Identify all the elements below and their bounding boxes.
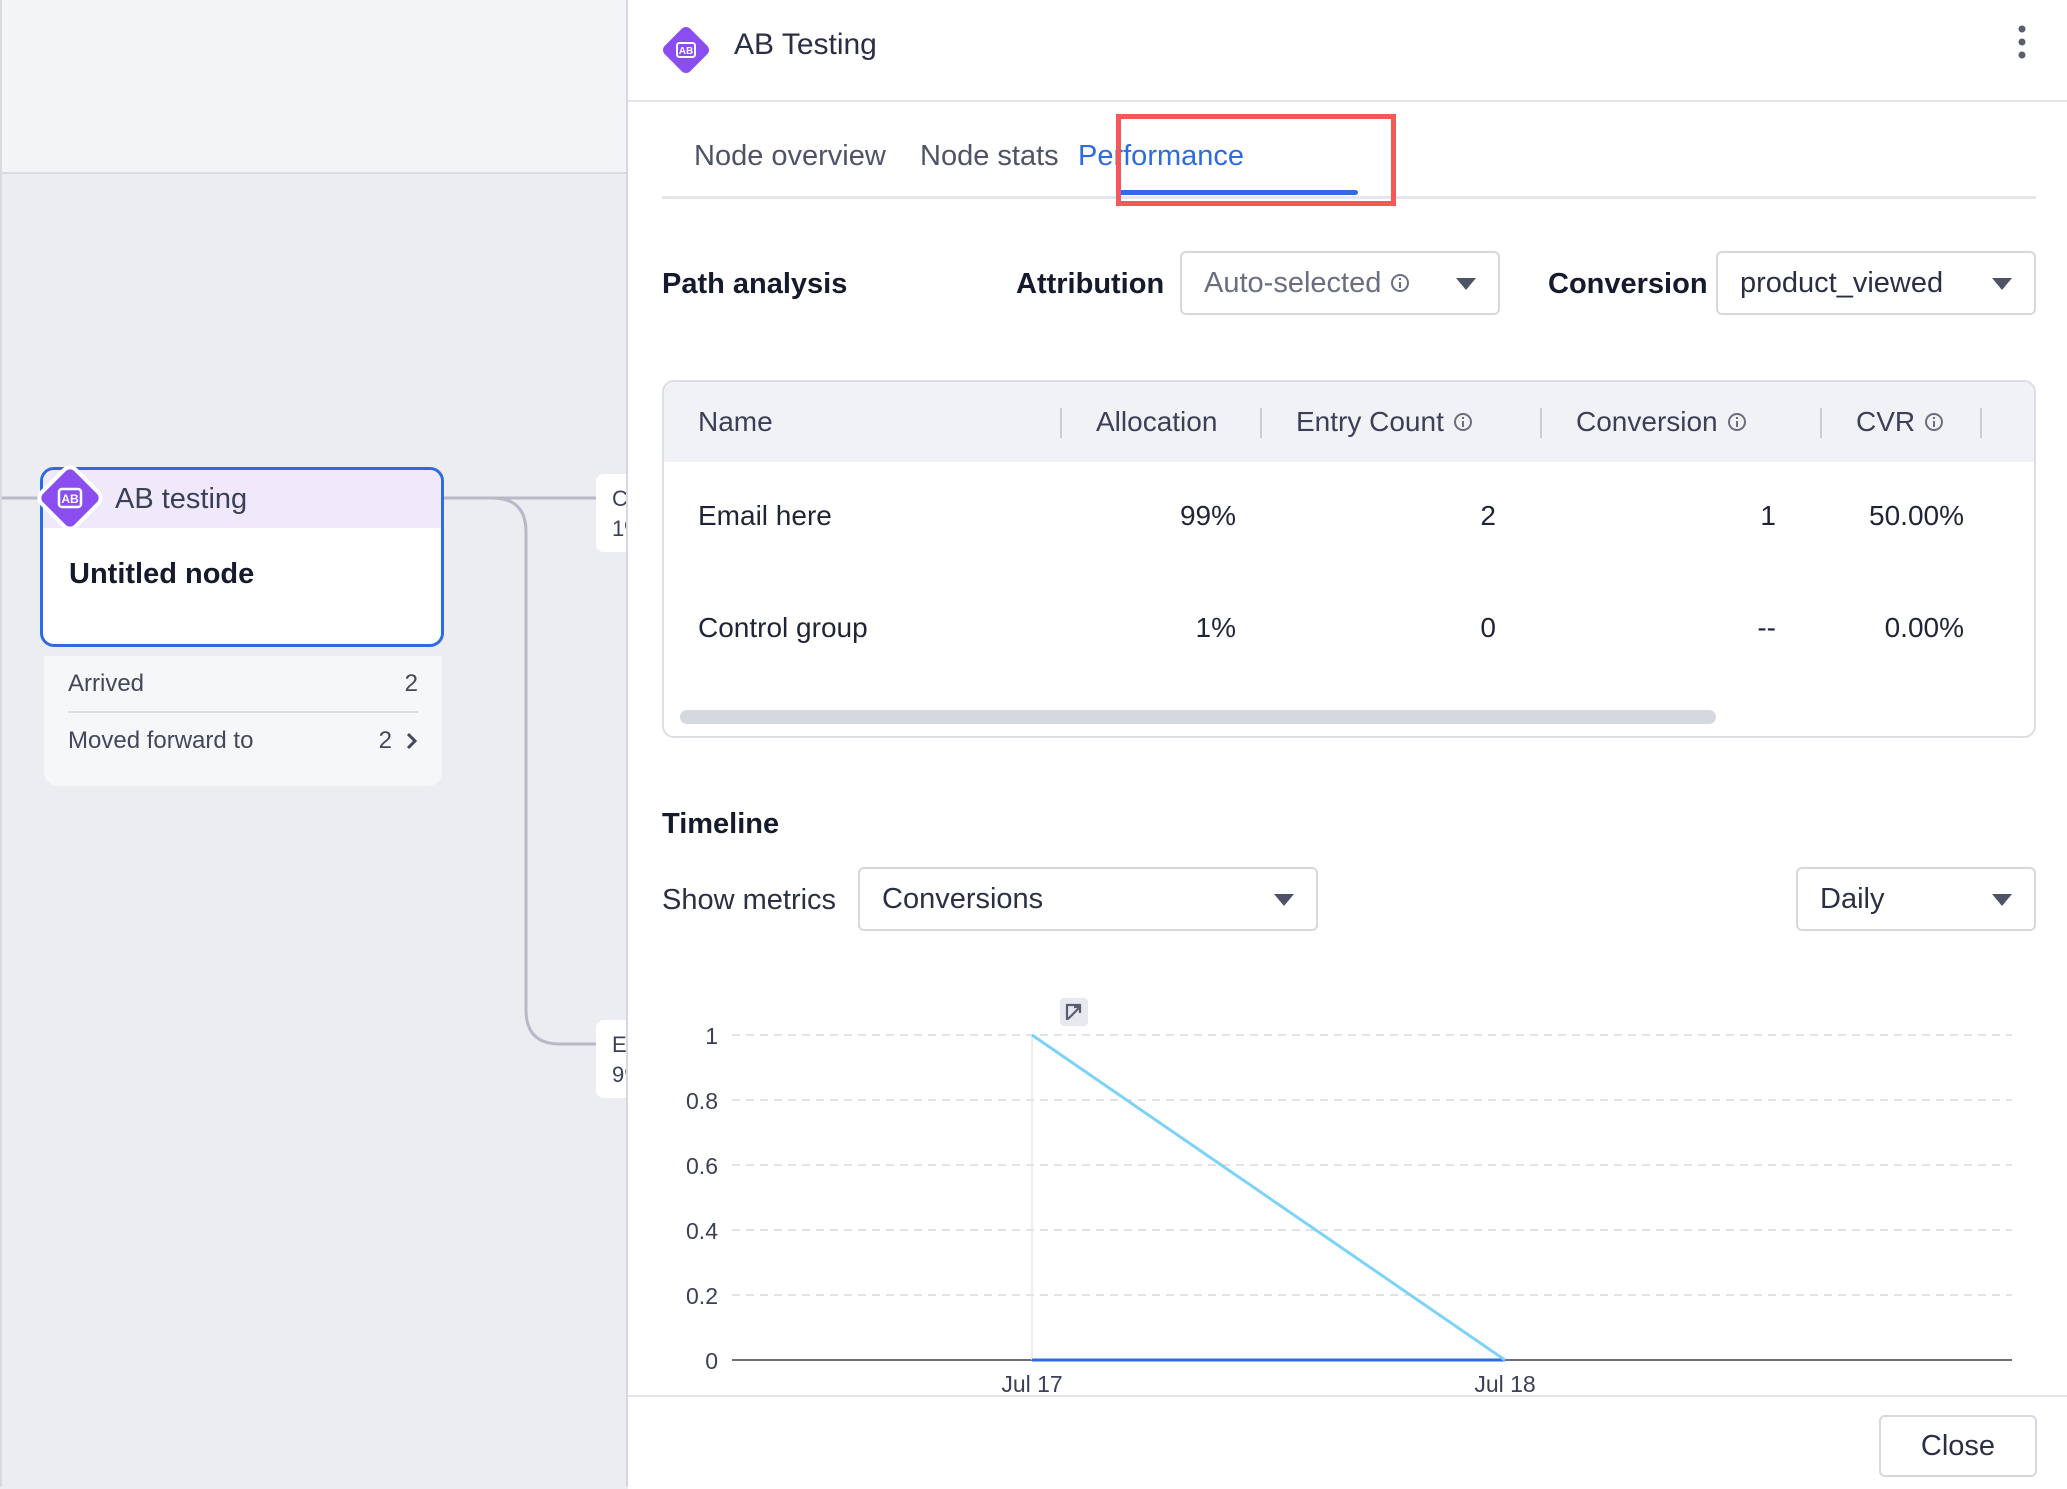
stat-label: Arrived	[68, 669, 145, 697]
cell-cvr: 50.00%	[1869, 500, 1964, 531]
cell-conversion: 1	[1760, 500, 1776, 531]
x-tick-label: Jul 17	[1001, 1371, 1062, 1395]
panel-tabs: Node overview Node stats Performance	[662, 136, 2036, 199]
conversion-label: Conversion	[1548, 268, 1708, 300]
cell-allocation: 99%	[1179, 500, 1236, 531]
timeline-title: Timeline	[662, 808, 780, 840]
node-stats-card: Arrived 2 Moved forward to 2	[44, 656, 442, 786]
kebab-menu-icon[interactable]	[2017, 24, 2027, 68]
chart-x-axis: Jul 17 Jul 18	[1001, 1371, 1535, 1395]
svg-text:AB: AB	[61, 492, 79, 506]
info-icon[interactable]	[1391, 274, 1410, 292]
node-details-panel: AB AB Testing Node overview Node stats P…	[626, 0, 2067, 1489]
journey-canvas[interactable]: AB testing Untitled node AB Arrived 2 Mo…	[0, 0, 636, 1487]
cell-conversion: --	[1757, 612, 1776, 643]
y-tick-label: 0.6	[686, 1153, 718, 1179]
ab-testing-icon: AB	[663, 27, 709, 73]
conversion-value: product_viewed	[1740, 266, 1944, 299]
column-header-conversion[interactable]: Conversion	[1576, 406, 1746, 438]
node-title: Untitled node	[69, 558, 255, 590]
tab-node-overview[interactable]: Node overview	[694, 140, 886, 172]
close-button[interactable]: Close	[1879, 1415, 2037, 1477]
node-type-label: AB testing	[43, 470, 441, 528]
stat-label: Moved forward to	[68, 726, 254, 754]
chart-grid	[732, 1034, 2012, 1361]
y-tick-label: 0.8	[686, 1088, 718, 1114]
ab-testing-node[interactable]: AB testing Untitled node	[40, 467, 444, 647]
stat-value: 2	[378, 726, 392, 754]
info-icon[interactable]	[1453, 413, 1472, 431]
x-tick-label: Jul 18	[1474, 1371, 1535, 1395]
chevron-down-icon	[1456, 278, 1476, 290]
show-metrics-label: Show metrics	[662, 884, 837, 916]
stat-value: 2	[404, 669, 418, 697]
tab-node-stats[interactable]: Node stats	[920, 140, 1059, 172]
highlight-box	[1116, 114, 1396, 206]
y-tick-label: 0.2	[686, 1283, 718, 1309]
node-connectors	[2, 496, 602, 1046]
metric-value: Conversions	[882, 882, 1044, 915]
cell-entry-count: 2	[1480, 500, 1496, 531]
timeline-chart: 0 0.2 0.4 0.6 0.8 1 Jul 17 Jul 18	[686, 998, 2012, 1395]
chart-y-axis: 0 0.2 0.4 0.6 0.8 1	[686, 1023, 718, 1374]
attribution-select[interactable]: Auto-selected	[1180, 251, 1500, 315]
cell-cvr: 0.00%	[1884, 612, 1964, 643]
export-icon[interactable]	[1060, 998, 1088, 1026]
tab-performance[interactable]: Performance	[1078, 140, 1245, 172]
cell-name: Control group	[698, 612, 868, 643]
column-header-allocation[interactable]: Allocation	[1096, 406, 1218, 437]
ab-testing-icon: AB	[37, 465, 103, 531]
cell-allocation: 1%	[1195, 612, 1236, 643]
stat-arrived: Arrived 2	[68, 656, 418, 711]
chevron-down-icon	[1992, 894, 2012, 906]
chevron-down-icon	[1992, 278, 2012, 290]
panel-footer: Close	[628, 1395, 2067, 1489]
table-header: Name Allocation Entry Count Conversion C…	[664, 382, 2034, 462]
cell-name: Email here	[698, 500, 832, 531]
cell-entry-count: 0	[1480, 612, 1496, 643]
chart-series	[1031, 1033, 1506, 1362]
column-header-name[interactable]: Name	[698, 406, 773, 437]
interval-value: Daily	[1820, 882, 1885, 915]
y-tick-label: 0	[705, 1348, 718, 1374]
horizontal-scrollbar[interactable]	[680, 710, 1716, 724]
y-tick-label: 1	[705, 1023, 718, 1049]
attribution-label: Attribution	[1016, 268, 1165, 300]
path-analysis-table: Name Allocation Entry Count Conversion C…	[662, 380, 2036, 738]
path-analysis-title: Path analysis	[662, 268, 848, 300]
panel-title: AB Testing	[734, 28, 877, 61]
panel-header: AB AB Testing	[628, 0, 2067, 102]
chevron-down-icon	[1274, 894, 1294, 906]
conversion-event-select[interactable]: product_viewed	[1716, 251, 2036, 315]
svg-text:AB: AB	[679, 46, 693, 57]
column-header-cvr[interactable]: CVR	[1856, 406, 1944, 438]
chevron-right-icon[interactable]	[406, 732, 418, 750]
canvas-toolbar-area	[2, 0, 628, 174]
y-tick-label: 0.4	[686, 1218, 718, 1244]
active-tab-indicator	[1118, 190, 1358, 195]
stat-moved-forward[interactable]: Moved forward to 2	[68, 711, 418, 768]
info-icon[interactable]	[1727, 413, 1746, 431]
column-header-entry-count[interactable]: Entry Count	[1296, 406, 1472, 438]
info-icon[interactable]	[1925, 413, 1944, 431]
interval-select[interactable]: Daily	[1796, 867, 2036, 931]
series-line	[1031, 1033, 1506, 1362]
metric-select[interactable]: Conversions	[858, 867, 1318, 931]
attribution-value: Auto-selected	[1204, 266, 1382, 299]
